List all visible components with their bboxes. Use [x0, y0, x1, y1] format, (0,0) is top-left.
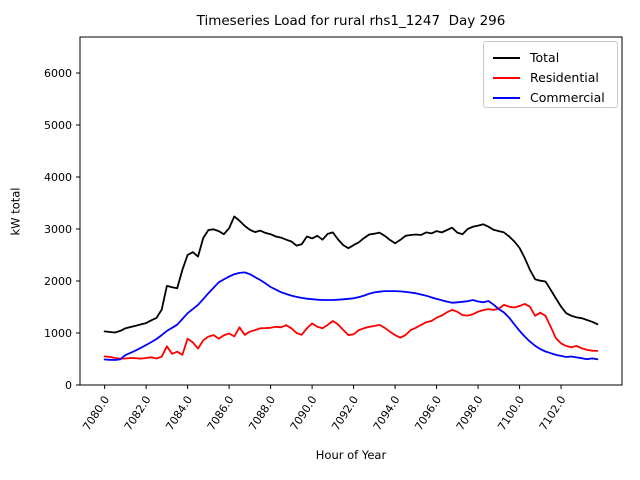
- y-tick-label: 0: [65, 379, 72, 392]
- series-line-commercial: [103, 271, 599, 361]
- legend: Total Residential Commercial: [483, 41, 618, 108]
- legend-item-residential: Residential: [493, 69, 617, 87]
- legend-line-total-icon: [493, 57, 520, 59]
- y-tick-label: 6000: [44, 67, 72, 80]
- y-tick-label: 4000: [44, 171, 72, 184]
- legend-label-total: Total: [530, 50, 560, 65]
- legend-line-commercial-icon: [493, 97, 520, 99]
- x-tick-label: 7084.0: [163, 394, 195, 433]
- legend-line-residential-icon: [493, 77, 520, 79]
- x-tick-label: 7086.0: [205, 394, 237, 433]
- x-tick-label: 7100.0: [495, 394, 527, 433]
- legend-label-commercial: Commercial: [530, 90, 605, 105]
- x-tick-label: 7094.0: [371, 394, 403, 433]
- series-line-total: [103, 215, 599, 334]
- legend-item-total: Total: [493, 49, 617, 67]
- x-tick-label: 7088.0: [246, 394, 278, 433]
- x-tick-label: 7092.0: [329, 394, 361, 433]
- chart-title: Timeseries Load for rural rhs1_1247 Day …: [196, 13, 506, 29]
- x-tick-label: 7080.0: [80, 394, 112, 433]
- y-tick-label: 1000: [44, 327, 72, 340]
- x-tick-label: 7102.0: [537, 394, 569, 433]
- y-tick-label: 2000: [44, 275, 72, 288]
- y-tick-label: 3000: [44, 223, 72, 236]
- legend-item-commercial: Commercial: [493, 89, 617, 107]
- axes-frame: [79, 36, 623, 386]
- y-tick-label: 5000: [44, 119, 72, 132]
- y-axis-label: kW total: [8, 187, 23, 236]
- x-axis-label: Hour of Year: [315, 448, 387, 462]
- x-tick-label: 7090.0: [288, 394, 320, 433]
- legend-label-residential: Residential: [530, 70, 599, 85]
- x-tick-label: 7082.0: [122, 394, 154, 433]
- x-tick-label: 7096.0: [412, 394, 444, 433]
- x-tick-label: 7098.0: [454, 394, 486, 433]
- series-line-residential: [103, 302, 599, 360]
